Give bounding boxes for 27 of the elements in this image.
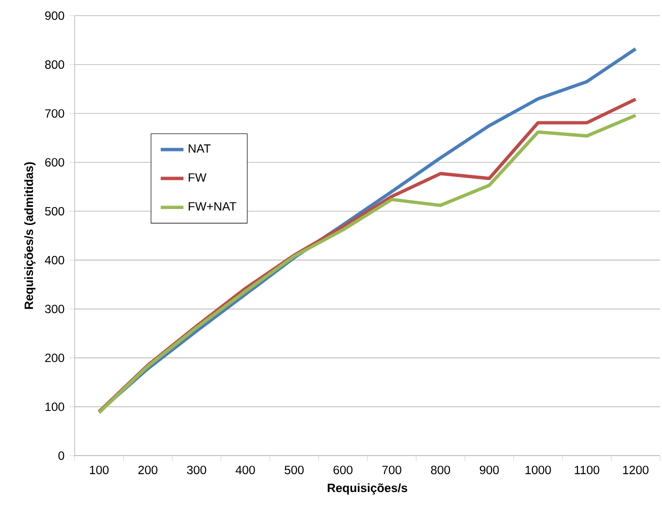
x-tick-label: 900 bbox=[480, 466, 499, 474]
y-tick-label: 900 bbox=[45, 11, 64, 20]
y-tick-label: 700 bbox=[45, 109, 64, 118]
y-axis-title: Requisições/s (admitidas) bbox=[24, 162, 36, 309]
y-tick-label: 800 bbox=[45, 60, 64, 69]
x-tick-label: 400 bbox=[236, 466, 255, 474]
legend-label: FW+NAT bbox=[188, 202, 236, 211]
y-tick-label: 300 bbox=[45, 304, 64, 314]
x-tick-label: 700 bbox=[382, 466, 402, 474]
x-tick-label: 800 bbox=[431, 466, 450, 474]
y-tick-label: 0 bbox=[58, 451, 64, 460]
x-tick-label: 200 bbox=[138, 466, 158, 474]
x-tick-label: 500 bbox=[284, 466, 304, 474]
y-tick-label: 500 bbox=[45, 206, 64, 216]
x-tick-label: 100 bbox=[90, 466, 109, 474]
y-tick-label: 600 bbox=[45, 158, 64, 167]
legend-label: FW bbox=[188, 173, 206, 182]
x-tick-label: 300 bbox=[187, 466, 206, 474]
x-tick-label: 1000 bbox=[526, 466, 551, 474]
y-tick-label: 400 bbox=[44, 256, 64, 264]
x-tick-label: 600 bbox=[334, 466, 352, 474]
legend-label: NAT bbox=[188, 144, 211, 153]
y-tick-label: 200 bbox=[45, 354, 64, 362]
x-tick-label: 1200 bbox=[623, 466, 648, 474]
y-tick-label: 100 bbox=[46, 402, 64, 412]
x-axis-title: Requisições/s bbox=[328, 483, 408, 495]
x-tick-label: 1100 bbox=[574, 466, 600, 474]
